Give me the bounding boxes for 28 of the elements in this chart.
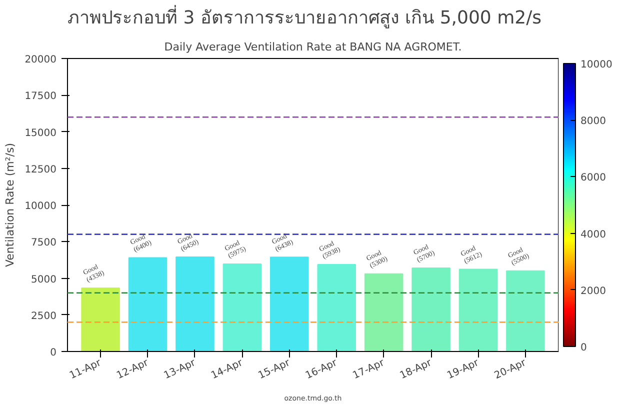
y-tick-label: 12500 <box>24 164 56 176</box>
chart-title: ภาพประกอบที่ 3 อัตราการระบายอากาศสูง เกิน 5,000 m2/s <box>68 4 542 28</box>
y-tick-label: 20000 <box>24 54 56 66</box>
color-bar-label: 6000 <box>580 172 606 184</box>
bar <box>176 256 214 352</box>
y-tick-label: 7500 <box>31 238 57 249</box>
chart-subtitle: Daily Average Ventilation Rate at BANG NA AGROMET. <box>164 40 462 54</box>
color-bar-label: 0 <box>580 342 587 354</box>
color-bar-label: 2000 <box>580 286 606 297</box>
y-tick-label: 17500 <box>24 91 56 102</box>
bar <box>458 268 498 352</box>
y-tick-label: 15000 <box>24 128 56 139</box>
bar <box>364 273 404 352</box>
y-axis-title: Ventilation Rate (m²/s) <box>4 142 17 268</box>
bar <box>81 287 120 352</box>
bar <box>222 263 262 352</box>
y-tick-label: 2500 <box>31 310 57 322</box>
bar <box>412 267 450 352</box>
y-tick-label: 0 <box>50 348 57 358</box>
bar <box>128 257 168 352</box>
color-bar-label: 8000 <box>580 116 606 128</box>
y-tick-label: 5000 <box>31 274 57 286</box>
bar <box>317 264 356 352</box>
y-tick-label: 10000 <box>24 201 56 212</box>
color-bar-label: 10000 <box>580 60 612 70</box>
bar <box>270 256 309 352</box>
color-bar-label: 4000 <box>580 229 606 240</box>
bar <box>506 270 545 352</box>
